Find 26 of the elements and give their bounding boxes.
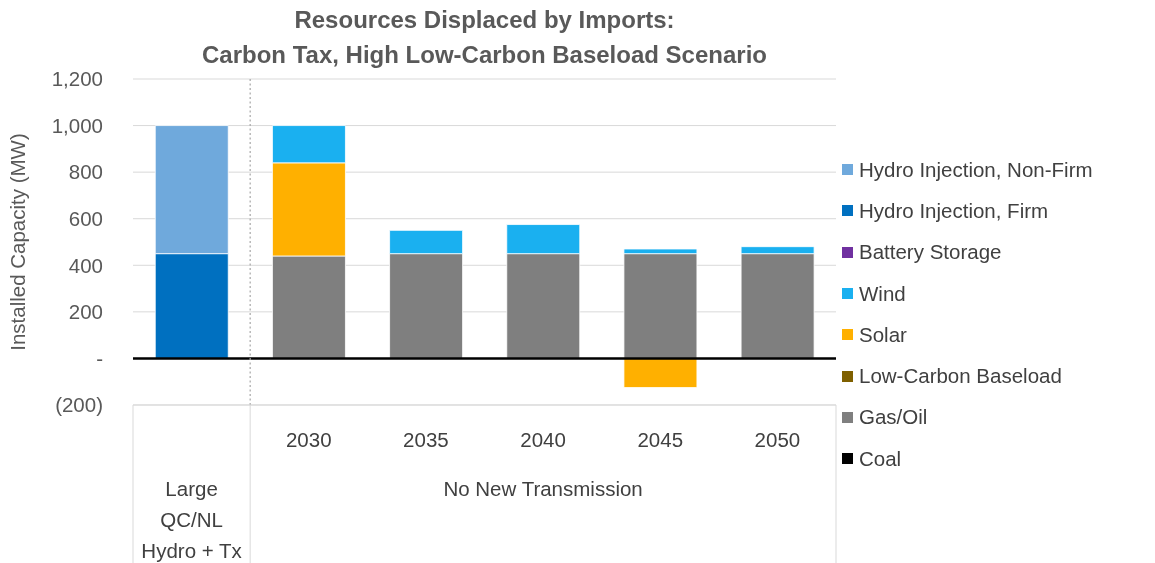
x-tick-label: 2035 (403, 428, 449, 451)
legend-label: Hydro Injection, Non-Firm (859, 157, 1093, 182)
x-tick-label: 2040 (520, 428, 566, 451)
legend-label: Coal (859, 446, 902, 471)
legend-label: Wind (859, 281, 906, 306)
legend-label: Battery Storage (859, 240, 1002, 265)
y-tick-label: 1,200 (51, 67, 103, 91)
x-tick-label: 2030 (285, 428, 332, 451)
y-tick-label: 600 (68, 206, 103, 230)
chart-title: Resources Displaced by Imports: Carbon Tax, High Low-Carbon Baseload Scenario (202, 6, 767, 68)
y-tick-label: 200 (68, 300, 103, 324)
legend-label: Low-Carbon Baseload (859, 364, 1062, 389)
x-tick-label: 2050 (754, 428, 801, 451)
y-axis-title: Installed Capacity (MW) (6, 133, 30, 351)
y-tick-label: 400 (68, 253, 103, 277)
y-tick-label: 1,000 (51, 113, 103, 137)
bar (623, 358, 698, 388)
y-tick-label: - (96, 346, 103, 370)
legend-label: Hydro Injection, Firm (859, 198, 1049, 223)
y-tick-label: (200) (55, 393, 103, 417)
y-tick-label: 800 (68, 160, 103, 184)
x-tick-label: 2045 (637, 428, 684, 451)
text: No New Transmission (443, 477, 643, 500)
legend-label: Solar (859, 322, 907, 347)
text: Large QC/NL Hydro + Tx (141, 477, 243, 562)
legend-label: Gas/Oil (859, 405, 928, 430)
